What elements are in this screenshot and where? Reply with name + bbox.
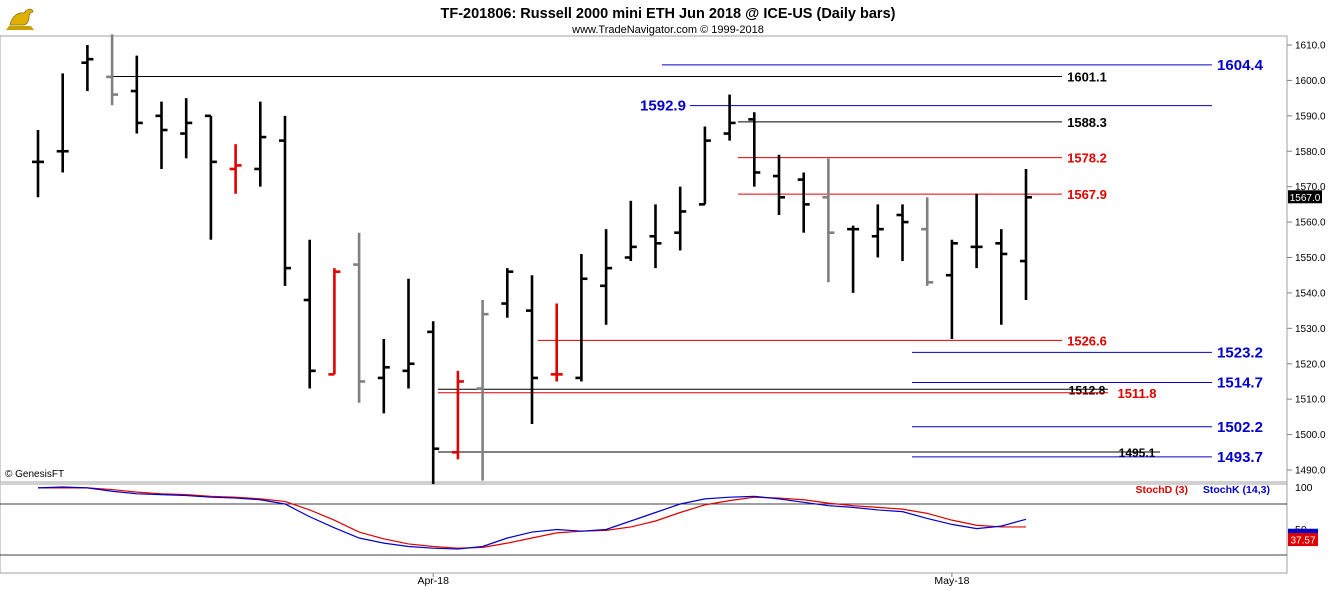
price-tick-label: 1590.0 (1295, 111, 1326, 122)
ohlc-bar (649, 204, 662, 269)
price-tick-label: 1490.0 (1295, 466, 1326, 477)
ohlc-bar (600, 229, 613, 325)
ohlc-bar (871, 204, 884, 258)
ohlc-bar (921, 197, 934, 286)
price-tick-label: 1510.0 (1295, 395, 1326, 406)
time-label-may: May-18 (934, 575, 969, 587)
chart-subtitle: www.TradeNavigator.com © 1999-2018 (571, 24, 764, 36)
price-tick-label: 1500.0 (1295, 430, 1326, 441)
svg-text:1567.0: 1567.0 (1290, 193, 1321, 204)
level-label: 1526.6 (1067, 333, 1107, 348)
ohlc-bar (773, 154, 785, 215)
level-label: 1514.7 (1217, 375, 1263, 392)
level-label: 1601.1 (1067, 70, 1107, 85)
ohlc-bar (180, 98, 193, 159)
ohlc-bar (402, 278, 415, 389)
ohlc-bar (847, 225, 860, 293)
ohlc-bar (674, 186, 687, 251)
stoch-tick-100: 100 (1295, 482, 1313, 494)
level-label: 1493.7 (1217, 449, 1263, 466)
price-tick-label: 1550.0 (1295, 253, 1326, 264)
ohlc-bar (748, 112, 761, 187)
level-label: 1578.2 (1067, 151, 1107, 166)
level-label: 1567.9 (1067, 187, 1107, 202)
price-tick-label: 1530.0 (1295, 324, 1326, 335)
ohlc-bar (106, 34, 119, 106)
ohlc-bar (476, 300, 489, 481)
level-label: 1604.4 (1217, 57, 1264, 74)
bull-statue-icon (3, 3, 37, 33)
price-tick-label: 1520.0 (1295, 359, 1326, 370)
level-label: 1592.9 (640, 98, 686, 115)
ohlc-bar (377, 338, 390, 414)
ohlc-bar (279, 115, 291, 286)
ohlc-bar (723, 94, 736, 141)
current-price-tag: 1567.0 (1288, 190, 1322, 204)
ohlc-bar (822, 158, 835, 283)
price-tick-label: 1600.0 (1295, 76, 1326, 87)
ohlc-bar (501, 268, 514, 318)
ohlc-bar (970, 193, 983, 269)
price-tick-label: 1610.0 (1295, 41, 1326, 52)
ohlc-bar (550, 303, 563, 382)
ohlc-bar (353, 232, 366, 403)
stoch-d-legend: StochD (3) (1136, 484, 1189, 496)
level-label: 1523.2 (1217, 344, 1263, 361)
price-tick-label: 1580.0 (1295, 147, 1326, 158)
ohlc-bar (427, 321, 440, 485)
ohlc-bar (155, 101, 168, 169)
ohlc-bar (995, 229, 1008, 325)
ohlc-bar (945, 239, 958, 339)
ohlc-bar (526, 275, 538, 424)
ohlc-bar (56, 73, 69, 173)
stoch-panel (0, 483, 1288, 574)
price-tick-label: 1560.0 (1295, 218, 1326, 229)
ohlc-bar (254, 101, 267, 187)
ohlc-bar (1020, 168, 1032, 300)
ohlc-bar (81, 45, 94, 92)
svg-text:37.57: 37.57 (1290, 536, 1315, 547)
stoch-k-tag (1288, 528, 1318, 536)
time-label-apr: Apr-18 (417, 575, 449, 587)
level-label: 1512.8 (1069, 383, 1106, 397)
stoch-current-tag: 37.57 (1288, 533, 1318, 547)
support-resistance-levels: 1604.4 1601.1 1592.9 1588.3 1578.2 1567.9 1526… (112, 57, 1264, 466)
ohlc-bar (229, 144, 242, 194)
ohlc-bar (451, 370, 464, 460)
chart-title: TF-201806: Russell 2000 mini ETH Jun 201… (441, 6, 896, 22)
price-tick-label: 1540.0 (1295, 288, 1326, 299)
level-label: 1588.3 (1067, 115, 1107, 130)
ohlc-bar (896, 204, 909, 262)
ohlc-bar (303, 239, 316, 389)
genesis-copyright: © GenesisFT (5, 469, 64, 480)
ohlc-bar (624, 200, 637, 262)
ohlc-bar (328, 268, 341, 376)
stoch-k-line (37, 486, 1027, 550)
stochastic-lines: 50 (0, 486, 1318, 556)
ohlc-bar (698, 126, 711, 206)
ohlc-bar (130, 55, 143, 134)
price-tick-label: 1570.0 (1295, 182, 1326, 193)
ohlc-bars (32, 34, 1032, 485)
level-label: 1511.8 (1117, 386, 1156, 401)
level-label: 1502.2 (1217, 419, 1263, 436)
ohlc-bar (575, 253, 588, 382)
level-label: 1495.1 (1119, 446, 1156, 460)
stoch-k-legend: StochK (14,3) (1203, 484, 1270, 496)
stoch-d-line (38, 487, 1026, 549)
ohlc-bar (32, 130, 44, 198)
ohlc-bar (797, 172, 810, 233)
ohlc-bar (204, 114, 217, 240)
price-axis: 1610.0 1600.0 1590.0 1580.0 1570.0 1560.0 1550… (1287, 41, 1326, 477)
